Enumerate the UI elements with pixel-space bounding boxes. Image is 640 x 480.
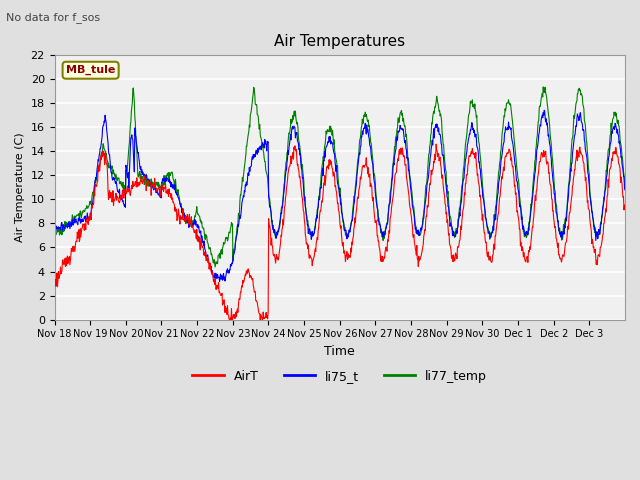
li75_t (556, 229, 564, 235)
AirT (621, 204, 629, 210)
li75_t (621, 187, 629, 193)
li77_temp (398, 112, 406, 118)
li77_temp (140, 179, 147, 184)
AirT (556, 256, 564, 262)
li77_temp (556, 229, 564, 235)
AirT (140, 178, 147, 183)
li77_temp (540, 84, 547, 90)
li75_t (216, 278, 223, 284)
Legend: AirT, li75_t, li77_temp: AirT, li75_t, li77_temp (188, 365, 492, 388)
li77_temp (557, 229, 564, 235)
Text: MB_tule: MB_tule (66, 65, 115, 75)
li75_t (113, 184, 121, 190)
Line: li77_temp: li77_temp (54, 87, 625, 267)
li75_t (496, 171, 504, 177)
li77_temp (496, 158, 504, 164)
Line: AirT: AirT (54, 144, 625, 320)
AirT (51, 285, 58, 290)
li77_temp (211, 264, 219, 270)
li75_t (557, 233, 564, 239)
li75_t (540, 108, 548, 113)
AirT (497, 187, 504, 192)
AirT (433, 141, 440, 147)
Title: Air Temperatures: Air Temperatures (274, 34, 405, 49)
AirT (398, 152, 406, 157)
li75_t (51, 225, 58, 231)
AirT (557, 255, 564, 261)
X-axis label: Time: Time (324, 345, 355, 358)
Text: No data for f_sos: No data for f_sos (6, 12, 100, 23)
li77_temp (621, 186, 629, 192)
AirT (226, 317, 234, 323)
Line: li75_t: li75_t (54, 110, 625, 281)
li75_t (398, 126, 406, 132)
Y-axis label: Air Temperature (C): Air Temperature (C) (15, 132, 25, 242)
li77_temp (113, 178, 121, 183)
li77_temp (51, 231, 58, 237)
AirT (113, 193, 121, 199)
li75_t (140, 171, 147, 177)
